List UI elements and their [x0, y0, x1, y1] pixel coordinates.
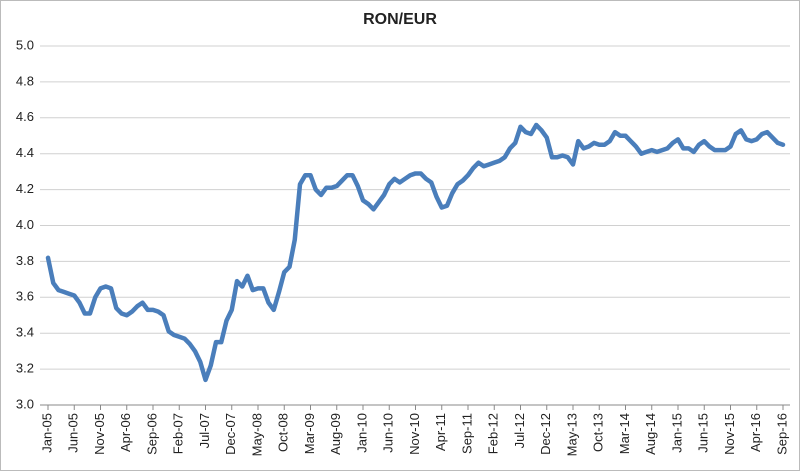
x-tick-label: Jun-05 [66, 413, 81, 453]
x-tick-label: Dec-12 [538, 413, 553, 455]
x-tick-label: Apr-06 [118, 413, 133, 452]
x-tick-label: Oct-08 [276, 413, 291, 452]
y-tick-label: 4.4 [16, 145, 34, 160]
x-tick-label: May-08 [249, 413, 264, 456]
x-tick-label: Oct-13 [591, 413, 606, 452]
y-tick-label: 3.2 [16, 361, 34, 376]
x-tick-label: Jul-07 [197, 413, 212, 448]
chart-title: RON/EUR [363, 11, 437, 28]
x-tick-label: Nov-05 [92, 413, 107, 455]
x-tick-label: Mar-09 [302, 413, 317, 454]
y-tick-label: 3.4 [16, 325, 34, 340]
x-tick-label: Sep-16 [774, 413, 789, 455]
x-tick-label: May-13 [564, 413, 579, 456]
x-tick-label: Mar-14 [617, 413, 632, 454]
x-tick-label: Feb-07 [171, 413, 186, 454]
y-tick-label: 4.0 [16, 217, 34, 232]
x-tick-label: Jul-12 [512, 413, 527, 448]
y-tick-label: 3.0 [16, 396, 34, 411]
y-tick-label: 4.2 [16, 181, 34, 196]
x-tick-label: Feb-12 [486, 413, 501, 454]
x-tick-label: Jan-15 [669, 413, 684, 453]
x-tick-label: Nov-10 [407, 413, 422, 455]
y-tick-label: 5.0 [16, 37, 34, 52]
x-tick-label: Jan-05 [39, 413, 54, 453]
y-tick-label: 4.8 [16, 73, 34, 88]
y-tick-label: 4.6 [16, 109, 34, 124]
x-tick-label: Apr-11 [433, 413, 448, 451]
x-tick-label: Nov-15 [722, 413, 737, 455]
x-tick-label: Aug-09 [328, 413, 343, 455]
y-tick-label: 3.6 [16, 289, 34, 304]
x-tick-label: Dec-07 [223, 413, 238, 455]
x-tick-label: Sep-11 [459, 413, 474, 454]
x-tick-label: Apr-16 [748, 413, 763, 452]
x-tick-label: Aug-14 [643, 413, 658, 455]
x-tick-label: Sep-06 [144, 413, 159, 455]
x-tick-label: Jan-10 [354, 413, 369, 453]
data-line [45, 122, 786, 383]
y-tick-label: 3.8 [16, 253, 34, 268]
x-tick-label: Jun-15 [696, 413, 711, 453]
x-tick-label: Jun-10 [381, 413, 396, 453]
